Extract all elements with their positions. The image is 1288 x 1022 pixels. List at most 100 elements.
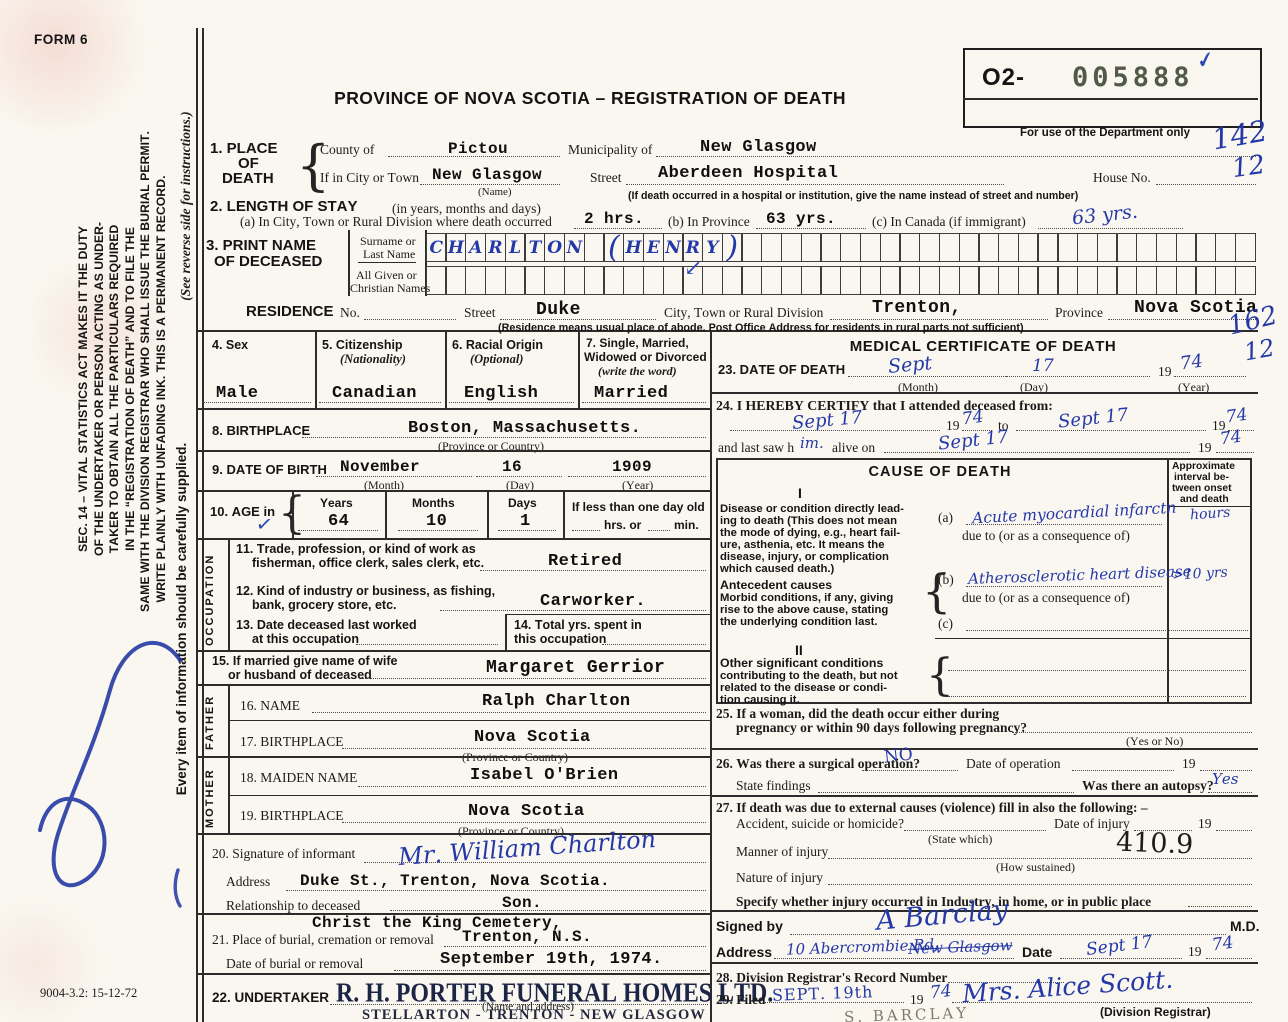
s2a-value: 2 hrs. <box>584 210 645 228</box>
marital-sub: (write the word) <box>598 364 677 378</box>
cause-box-left <box>716 458 718 702</box>
antecedent-l1: Morbid conditions, if any, giving <box>720 592 894 604</box>
letter-glyph: R <box>685 237 700 258</box>
father-birthplace-line <box>342 748 706 749</box>
city-label: If in City or Town <box>320 170 419 185</box>
dob-day-line <box>476 476 562 477</box>
letter-cell <box>445 266 467 295</box>
marital-label1: 7. Single, Married, <box>586 336 689 350</box>
dob-day: 16 <box>502 458 523 476</box>
interval-divider <box>1167 458 1169 702</box>
letter-cell <box>780 233 802 262</box>
margin-line: SEC. 14 – VITAL STATISTICS ACT MAKES IT … <box>76 226 90 552</box>
letter-cell: A <box>465 233 487 262</box>
dod-label: 23. DATE OF DEATH <box>718 362 846 377</box>
birthplace-line <box>302 437 706 438</box>
cell-divider <box>563 490 565 538</box>
res-no-line <box>364 319 456 320</box>
relationship-value: Son. <box>502 894 543 912</box>
letter-cell <box>800 266 822 295</box>
letter-cell <box>820 266 842 295</box>
city-line <box>420 184 560 185</box>
racial-origin-label: 6. Racial Origin <box>452 338 544 352</box>
letter-glyph: Y <box>706 237 719 258</box>
res-note: (Residence means usual place of abode. P… <box>498 322 1024 334</box>
letter-cell: C <box>425 233 447 262</box>
letter-cell <box>741 233 763 262</box>
cause-box-right <box>1250 458 1252 702</box>
s25-label2: pregnancy or within 90 days following pr… <box>736 720 1028 735</box>
certify-to: Sept 17 <box>1057 404 1130 433</box>
informant-address-line <box>286 890 706 891</box>
dod-month: Sept <box>887 352 933 378</box>
cause-box-top <box>716 458 1252 460</box>
dob-label: 9. DATE OF BIRTH <box>212 462 327 477</box>
dod-month-line <box>848 376 1006 377</box>
age-hrs-line <box>572 530 600 531</box>
rule <box>196 833 710 835</box>
res-prov-line <box>1108 319 1256 320</box>
dept-number-box <box>963 48 1262 128</box>
s15-label1: 15. If married give name of wife <box>212 654 398 668</box>
letter-cell: ) <box>721 232 743 262</box>
interval-header2: interval be- <box>1174 472 1229 483</box>
undertaker-stamp: R. H. PORTER FUNERAL HOMES LTD. <box>336 978 774 1008</box>
s1-number2: OF <box>238 155 259 172</box>
dob-year-sub: (Year) <box>622 478 654 492</box>
ink-flourish <box>38 640 182 908</box>
rule <box>228 720 710 722</box>
letter-cell <box>899 233 921 262</box>
letter-cell <box>978 266 1000 295</box>
mother-birthplace-value: Nova Scotia <box>468 802 585 821</box>
disease-para-l4: ure, asthenia, etc. It means the <box>720 539 885 551</box>
sex-value: Male <box>216 384 259 403</box>
cell-divider <box>315 330 317 408</box>
record-number-line <box>948 982 1064 983</box>
citizenship-label: 5. Citizenship <box>322 338 403 352</box>
physician-address-v2: New Glasgow <box>907 936 1013 958</box>
antecedent-title: Antecedent causes <box>720 578 833 592</box>
s26-opdate-line <box>1072 770 1174 771</box>
father-name-line <box>312 712 706 713</box>
letter-glyph: R <box>488 237 503 258</box>
s27-manner-line <box>828 858 1252 859</box>
letter-cell <box>1195 266 1217 295</box>
county-value: Pictou <box>448 140 509 158</box>
father-name-label: 16. NAME <box>240 698 300 713</box>
s27-19: 19 <box>1198 816 1212 831</box>
mother-strip-label: MOTHER <box>204 768 216 828</box>
certify-y1-line <box>962 430 992 431</box>
other-l2: related to the disease or condi- <box>720 682 887 694</box>
letter-cell <box>544 266 566 295</box>
sex-line <box>203 402 311 403</box>
letter-cell <box>721 266 743 295</box>
city-value: New Glasgow <box>432 166 543 184</box>
letter-cell: R <box>484 233 506 262</box>
signed-line <box>790 934 1226 935</box>
registrar-line <box>952 1002 1252 1003</box>
s12-label1: 12. Kind of industry or business, as fis… <box>236 584 496 598</box>
s26-op-line <box>862 770 958 771</box>
letter-cell <box>1234 233 1256 262</box>
s25-label1: 25. If a woman, did the death occur eith… <box>716 706 1000 721</box>
other-line2 <box>948 696 1246 697</box>
letter-cell <box>820 233 842 262</box>
rule <box>196 684 710 686</box>
s27-accident-label: Accident, suicide or homicide? <box>736 816 904 831</box>
dod-day-sub: (Day) <box>1020 380 1048 394</box>
given-label1: All Given or <box>356 268 417 282</box>
racial-origin-line <box>449 402 574 403</box>
record-number-label: 28. Division Registrar's Record Number <box>716 970 948 985</box>
sex-label: 4. Sex <box>212 338 249 352</box>
rule <box>196 450 710 452</box>
paper-smudge <box>0 0 160 130</box>
house-line <box>1156 184 1256 185</box>
dob-day-sub: (Day) <box>506 478 534 492</box>
dod-year-line <box>1174 376 1246 377</box>
birthplace-label: 8. BIRTHPLACE <box>212 423 311 438</box>
street-label: Street <box>590 170 622 185</box>
letter-cell: N <box>563 233 585 262</box>
interval-header-rule <box>1167 506 1250 508</box>
dob-year-line <box>568 476 706 477</box>
